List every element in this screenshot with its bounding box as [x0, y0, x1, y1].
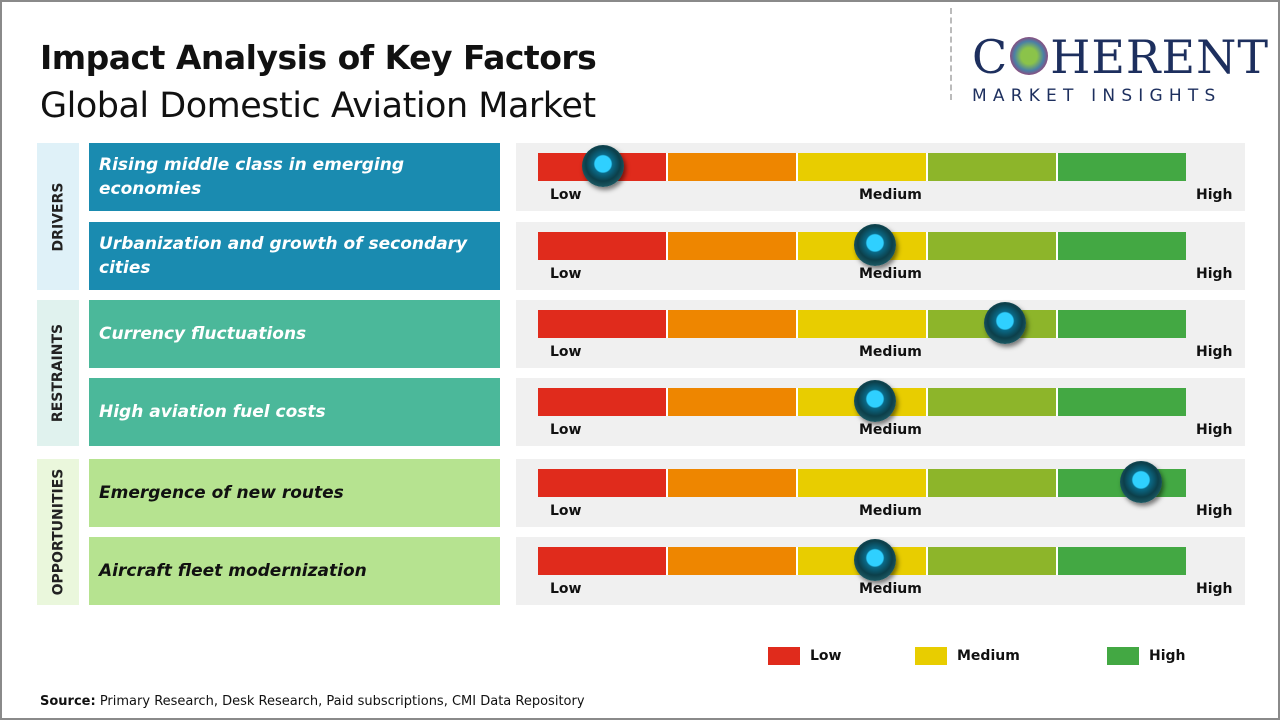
category-label: RESTRAINTS	[50, 323, 66, 423]
gauge-segment	[928, 469, 1058, 497]
scale-label-high: High	[1196, 503, 1233, 519]
legend-swatch	[915, 647, 947, 665]
gauge-segment	[928, 232, 1058, 260]
factor-label: High aviation fuel costs	[89, 378, 500, 446]
legend-label: Low	[810, 648, 842, 664]
gauge-segment	[928, 388, 1058, 416]
gauge-bar	[538, 469, 1186, 497]
category-drivers: DRIVERS	[37, 143, 79, 290]
scale-label-medium: Medium	[859, 503, 922, 519]
scale-label-medium: Medium	[859, 187, 922, 203]
impact-marker-icon	[983, 302, 1026, 344]
gauge-segment	[538, 388, 668, 416]
gauge-segment	[798, 153, 928, 181]
gauge-segment	[928, 547, 1058, 575]
impact-gauge: Low Medium High	[516, 222, 1245, 290]
logo-main-text: C HERENT	[972, 30, 1270, 84]
impact-gauge: Low Medium High	[516, 459, 1245, 527]
scale-label-medium: Medium	[859, 581, 922, 597]
gauge-segment	[538, 469, 668, 497]
gauge-segment	[668, 153, 798, 181]
gauge-segment	[668, 469, 798, 497]
legend-item: Low	[768, 647, 841, 665]
impact-gauge: Low Medium High	[516, 378, 1245, 446]
impact-marker-icon	[1119, 461, 1162, 503]
gauge-segment	[538, 547, 668, 575]
scale-label-low: Low	[550, 581, 582, 597]
scale-label-high: High	[1196, 422, 1233, 438]
factor-label: Aircraft fleet modernization	[89, 537, 500, 605]
source-text: Primary Research, Desk Research, Paid su…	[95, 694, 585, 709]
legend-swatch	[768, 647, 800, 665]
category-restraints: RESTRAINTS	[37, 300, 79, 446]
gauge-segment	[798, 310, 928, 338]
impact-marker-icon	[581, 145, 624, 187]
impact-gauge: Low Medium High	[516, 537, 1245, 605]
factor-label: Rising middle class in emerging economie…	[89, 143, 500, 211]
gauge-segment	[798, 469, 928, 497]
source-note: Source: Primary Research, Desk Research,…	[40, 694, 585, 709]
page-subtitle: Global Domestic Aviation Market	[40, 86, 596, 126]
scale-label-low: Low	[550, 187, 582, 203]
gauge-segment	[928, 153, 1058, 181]
logo-sub-text: MARKET INSIGHTS	[972, 86, 1222, 106]
gauge-segment	[538, 310, 668, 338]
scale-label-low: Low	[550, 344, 582, 360]
gauge-bar	[538, 232, 1186, 260]
factor-label: Emergence of new routes	[89, 459, 500, 527]
gauge-segment	[668, 310, 798, 338]
scale-label-low: Low	[550, 266, 582, 282]
factor-label: Urbanization and growth of secondary cit…	[89, 222, 500, 290]
impact-marker-icon	[853, 224, 896, 266]
scale-label-high: High	[1196, 581, 1233, 597]
scale-label-high: High	[1196, 187, 1233, 203]
scale-label-medium: Medium	[859, 344, 922, 360]
impact-marker-icon	[853, 539, 896, 581]
category-opportunities: OPPORTUNITIES	[37, 459, 79, 605]
gauge-segment	[1058, 388, 1186, 416]
factor-label: Currency fluctuations	[89, 300, 500, 368]
gauge-segment	[668, 547, 798, 575]
gauge-segment	[1058, 153, 1186, 181]
gauge-segment	[668, 232, 798, 260]
scale-label-high: High	[1196, 266, 1233, 282]
impact-marker-icon	[853, 380, 896, 422]
page-title: Impact Analysis of Key Factors	[40, 38, 597, 77]
impact-gauge: Low Medium High	[516, 143, 1245, 211]
globe-icon	[1010, 37, 1049, 75]
legend-label: Medium	[957, 648, 1020, 664]
legend-label: High	[1149, 648, 1186, 664]
scale-label-medium: Medium	[859, 422, 922, 438]
impact-gauge: Low Medium High	[516, 300, 1245, 368]
scale-label-low: Low	[550, 422, 582, 438]
scale-label-low: Low	[550, 503, 582, 519]
legend-item: Medium	[915, 647, 1020, 665]
legend-item: High	[1107, 647, 1186, 665]
gauge-segment	[1058, 310, 1186, 338]
legend-swatch	[1107, 647, 1139, 665]
scale-label-medium: Medium	[859, 266, 922, 282]
source-prefix: Source:	[40, 694, 96, 709]
gauge-bar	[538, 310, 1186, 338]
gauge-segment	[1058, 547, 1186, 575]
gauge-segment	[668, 388, 798, 416]
category-label: OPPORTUNITIES	[50, 468, 67, 596]
gauge-segment	[1058, 232, 1186, 260]
company-logo: C HERENT MARKET INSIGHTS	[950, 8, 1270, 106]
gauge-bar	[538, 153, 1186, 181]
category-label: DRIVERS	[50, 182, 66, 251]
scale-label-high: High	[1196, 344, 1233, 360]
gauge-segment	[538, 232, 668, 260]
